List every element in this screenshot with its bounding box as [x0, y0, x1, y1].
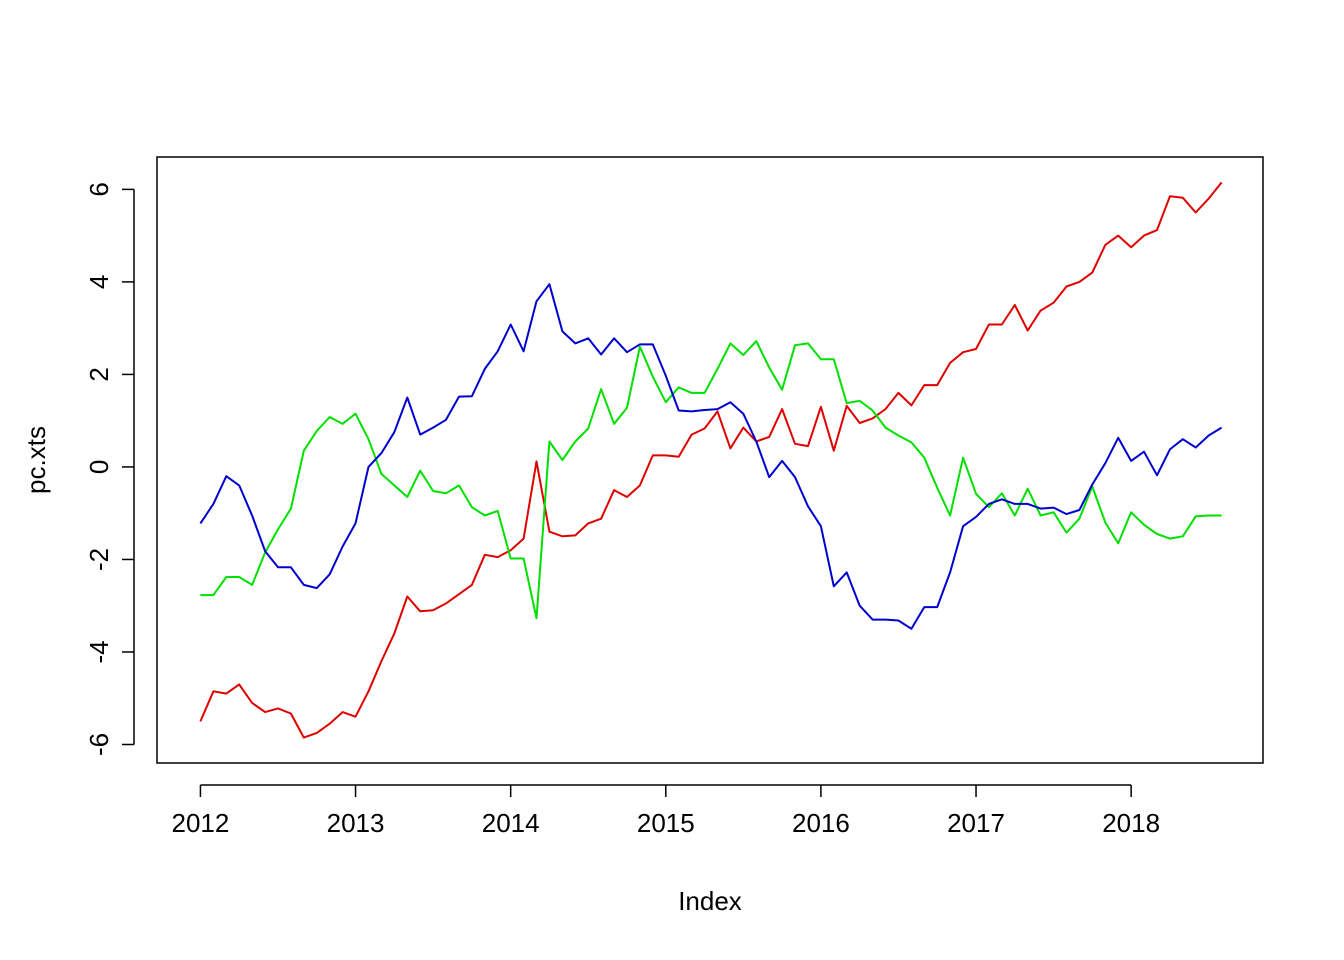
x-tick-label: 2012 — [172, 808, 230, 838]
x-axis: 2012 2013 2014 2015 2016 2017 2018 — [172, 784, 1160, 838]
series-line-2 — [200, 340, 1222, 620]
y-axis-label: pc.xts — [21, 426, 51, 494]
y-tick-label: -6 — [84, 733, 114, 756]
x-tick-label: 2018 — [1102, 808, 1160, 838]
x-tick-label: 2014 — [482, 808, 540, 838]
series-line-3 — [199, 283, 1223, 630]
y-tick-label: 2 — [84, 367, 114, 381]
y-tick-label: 4 — [84, 275, 114, 289]
y-axis: -6 -4 -2 0 2 4 6 — [84, 182, 135, 756]
x-tick-label: 2016 — [792, 808, 850, 838]
x-tick-label: 2017 — [947, 808, 1005, 838]
y-tick-label: -4 — [84, 640, 114, 663]
x-tick-label: 2015 — [637, 808, 695, 838]
y-tick-label: 6 — [84, 182, 114, 196]
x-axis-label: Index — [678, 886, 742, 916]
y-tick-label: -2 — [84, 548, 114, 571]
plot-frame — [156, 156, 1264, 764]
y-tick-label: 0 — [84, 460, 114, 474]
series-line-1 — [199, 181, 1223, 739]
series-layer — [199, 181, 1223, 739]
x-tick-label: 2013 — [327, 808, 385, 838]
